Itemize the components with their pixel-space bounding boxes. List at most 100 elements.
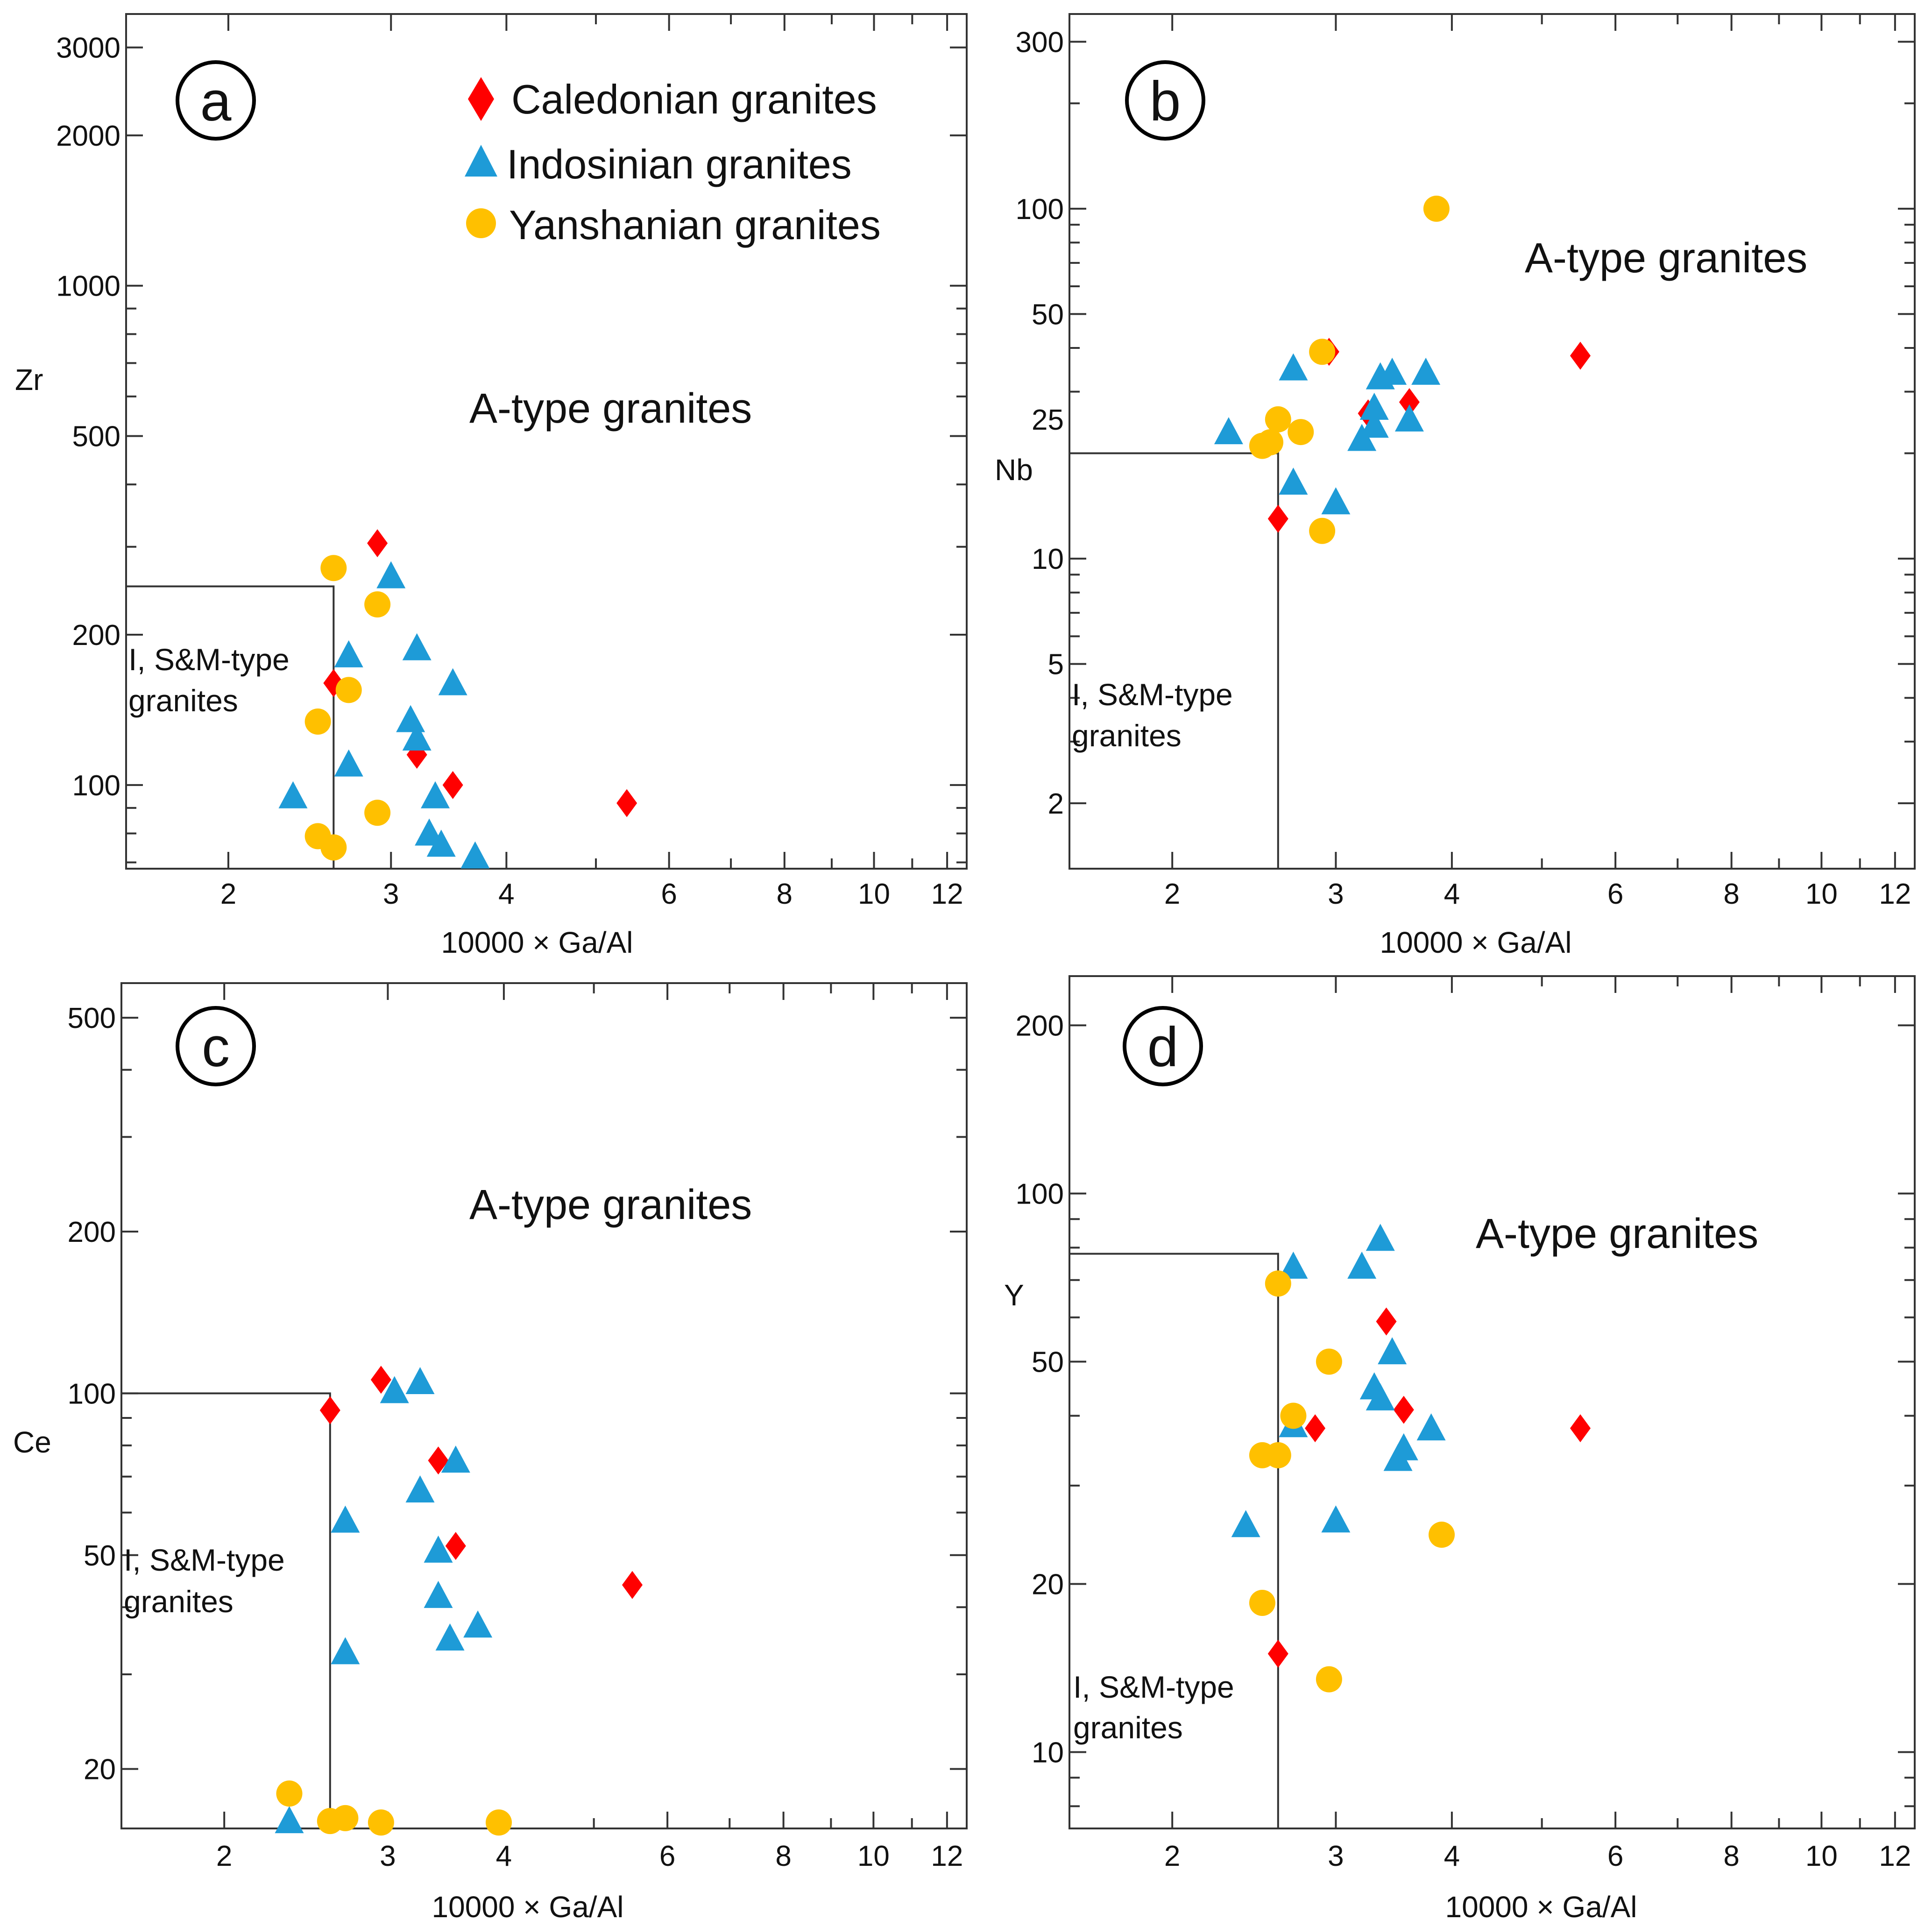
svg-text:b: b [1150,70,1181,133]
point-indosinian [275,1806,304,1834]
legend-item-yanshanian: Yanshanian granites [466,202,881,248]
point-indosinian [426,829,456,857]
panel-b-frame [1069,13,1916,870]
point-indosinian [396,705,425,732]
panel-a-boundary-line [126,585,335,869]
point-yanshanian [1265,1442,1291,1468]
y-tick-label: 500 [68,1002,116,1034]
legend-label-caledonian: Caledonian granites [511,76,877,122]
panel-a: 2 3 4 6 8 10 12 100 200 500 1000 2000 3000 Zr 10000 … [15,13,968,959]
point-yanshanian [1265,1270,1291,1297]
point-caledonian [445,1532,466,1560]
panel-d-frame [1069,975,1916,1829]
point-indosinian [278,781,308,808]
panel-a-letter-badge: a [176,60,256,141]
x-tick-label: 3 [1328,1840,1344,1872]
panel-c-letter-badge: c [176,1006,256,1086]
point-yanshanian [1249,432,1275,459]
point-indosinian [334,640,363,667]
panel-b-ism-label-line1: I, S&M-type [1072,677,1233,712]
y-tick-label: 300 [1016,26,1064,58]
point-yanshanian [1316,1666,1342,1693]
x-tick-label: 8 [1723,878,1739,910]
x-tick-label: 12 [1879,878,1911,910]
point-yanshanian [1265,406,1291,432]
point-caledonian [1570,341,1591,370]
point-caledonian [1376,1307,1397,1336]
panel-a-xlabel: 10000 × Ga/Al [441,926,633,959]
point-yanshanian [1249,1589,1275,1616]
point-caledonian [622,1571,643,1599]
point-indosinian [1279,468,1308,495]
y-tick-label: 2 [1048,788,1064,820]
y-tick-label: 50 [1032,298,1064,331]
panel-d-xlabel: 10000 × Ga/Al [1445,1890,1637,1924]
point-indosinian [1394,404,1424,432]
panel-c-points [275,1366,643,1836]
panel-d-points [1231,1224,1591,1693]
x-tick-label: 12 [931,1840,963,1872]
point-yanshanian [304,708,331,735]
point-yanshanian [1316,1348,1342,1375]
point-indosinian [424,1535,453,1563]
point-caledonian [367,529,388,558]
x-tick-label: 2 [216,1840,232,1872]
point-indosinian [1359,392,1389,420]
x-tick-label: 2 [1164,878,1180,910]
point-caledonian [370,1366,391,1394]
x-tick-label: 4 [498,878,514,910]
x-tick-label: 4 [1444,1840,1460,1872]
panel-d-boundary-line [1069,1253,1279,1828]
panel-c-ticks [121,983,967,1828]
x-tick-label: 3 [1328,878,1344,910]
x-tick-label: 3 [380,1840,396,1872]
point-indosinian [376,561,406,588]
point-yanshanian [1423,195,1450,222]
point-indosinian [380,1376,409,1403]
x-tick-label: 10 [1805,878,1838,910]
point-indosinian [1366,1224,1395,1251]
y-tick-label: 1000 [56,270,120,303]
point-indosinian [334,749,363,777]
y-tick-label: 100 [1016,1178,1064,1210]
panel-c-ism-label-line2: granites [124,1584,234,1619]
x-tick-label: 8 [1723,1840,1739,1872]
y-tick-label: 5 [1048,649,1064,681]
x-tick-label: 10 [1805,1840,1838,1872]
x-tick-label: 4 [1444,878,1460,910]
point-yanshanian [1309,339,1336,365]
legend-label-indosinian: Indosinian granites [507,141,852,187]
point-caledonian [1570,1414,1591,1443]
point-indosinian [1347,424,1377,451]
legend-diamond-icon [468,77,494,121]
panel-c-ylabel: Ce [13,1425,51,1459]
panel-a-tick-labels: 2 3 4 6 8 10 12 100 200 500 1000 2000 3000 [56,32,963,910]
point-yanshanian [364,800,391,826]
point-yanshanian [364,591,391,618]
y-tick-label: 200 [68,1216,116,1248]
x-tick-label: 6 [1607,1840,1623,1872]
point-indosinian [1347,1251,1377,1279]
point-caledonian [442,771,463,799]
y-tick-label: 200 [1016,1010,1064,1042]
panel-c-ism-label-line1: I, S&M-type [124,1543,285,1577]
y-tick-label: 20 [84,1754,116,1786]
point-indosinian [1279,1251,1308,1279]
x-tick-label: 10 [858,878,890,910]
y-tick-label: 25 [1032,404,1064,436]
point-indosinian [424,1580,453,1608]
panel-a-ism-label-line2: granites [128,683,238,718]
point-indosinian [1411,357,1441,385]
panel-d-ism-label-line2: granites [1073,1710,1183,1745]
y-tick-label: 100 [72,770,120,802]
panel-b-xlabel: 10000 × Ga/Al [1380,926,1572,959]
panel-d-ylabel: Y [1004,1278,1024,1312]
point-indosinian [1416,1413,1446,1441]
point-caledonian [1267,504,1288,533]
x-tick-label: 12 [1879,1840,1911,1872]
y-tick-label: 20 [1032,1568,1064,1601]
